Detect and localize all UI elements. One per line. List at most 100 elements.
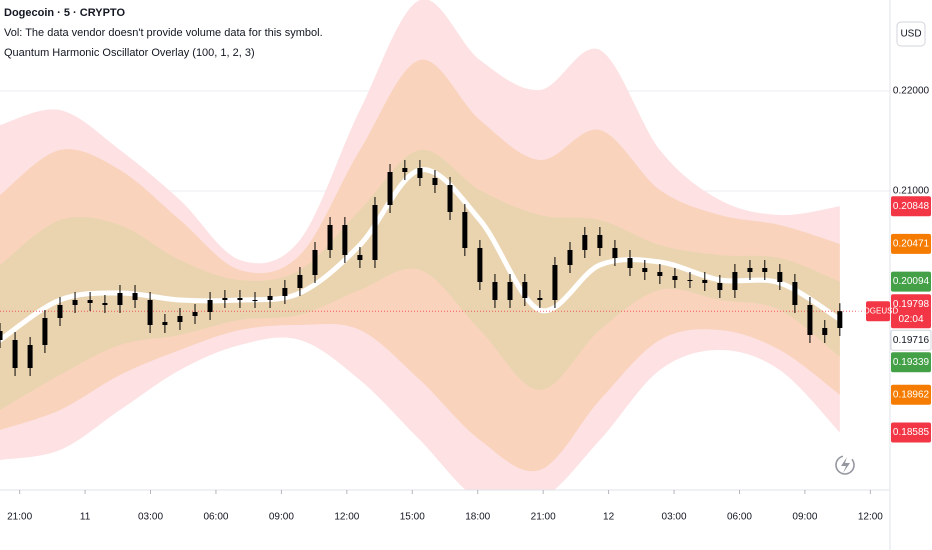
candle-body (312, 250, 318, 275)
candle-body (402, 168, 408, 172)
candle-body (57, 305, 63, 318)
candle-body (552, 265, 558, 300)
indicator-label: Quantum Harmonic Oscillator Overlay (100… (4, 47, 255, 59)
band-label-box (891, 422, 931, 443)
y-tick-label: 0.22000 (893, 86, 930, 97)
band-label-box (891, 196, 931, 217)
candle-body (342, 225, 348, 255)
candle-body (612, 248, 618, 258)
candle-body (672, 276, 678, 280)
candle-body (297, 275, 303, 288)
y-tick-label: 0.21000 (893, 186, 930, 197)
currency-label[interactable]: USD (900, 29, 921, 40)
candle-body (702, 280, 708, 283)
band-label: 0.18585 (893, 427, 930, 438)
candle-body (582, 235, 588, 250)
chart-subtitle: Vol: The data vendor doesn't provide vol… (4, 27, 323, 39)
candle-body (717, 283, 723, 290)
candle-body (747, 268, 753, 272)
candle-body (177, 316, 183, 322)
candle-body (492, 282, 498, 300)
x-tick-label: 21:00 (7, 512, 32, 523)
candle-body (102, 303, 108, 305)
band-label-box (891, 384, 931, 405)
candle-body (12, 340, 18, 368)
band-label-box (891, 352, 931, 373)
candle-body (687, 280, 693, 281)
x-tick-label: 03:00 (138, 512, 163, 523)
x-tick-label: 12:00 (858, 512, 883, 523)
band-label-box (891, 271, 931, 292)
candle-body (792, 282, 798, 305)
candle-body (567, 250, 573, 265)
candle-body (357, 255, 363, 260)
candle-body (597, 235, 603, 248)
logo-ring (835, 455, 855, 475)
price-label-box (891, 294, 931, 329)
candle-body (537, 298, 543, 300)
candle-body (522, 282, 528, 298)
candle-body (762, 268, 768, 272)
candle-body (147, 300, 153, 325)
x-tick-label: 03:00 (662, 512, 687, 523)
band-fill (0, 149, 840, 411)
plot-area (0, 0, 890, 490)
candle-body (777, 272, 783, 282)
symbol-label-box (866, 301, 890, 322)
price-label: 0.19798 (893, 299, 930, 310)
symbol-label: DOGEUSD (858, 306, 899, 315)
x-tick-label: 09:00 (792, 512, 817, 523)
candle-body (327, 225, 333, 250)
candle-body (192, 312, 198, 316)
candle-body (477, 248, 483, 282)
x-tick-label: 18:00 (465, 512, 490, 523)
logo-bolt (841, 457, 850, 473)
x-tick-label: 21:00 (531, 512, 556, 523)
x-tick-label: 06:00 (727, 512, 752, 523)
x-tick-label: 12 (603, 512, 615, 523)
band-label: 0.18962 (893, 389, 930, 400)
candle-body (42, 318, 48, 345)
band-label: 0.20094 (893, 276, 930, 287)
candle-body (642, 268, 648, 272)
currency-box[interactable] (896, 21, 926, 47)
candle-body (252, 300, 258, 301)
candle-body (267, 296, 273, 300)
band-label: 0.20848 (893, 201, 930, 212)
band-label: 0.19339 (893, 357, 930, 368)
candle-body (807, 305, 813, 335)
candle-body (237, 298, 243, 300)
candle-body (207, 300, 213, 312)
x-tick-label: 06:00 (203, 512, 228, 523)
x-tick-label: 15:00 (400, 512, 425, 523)
band-label-box (890, 329, 932, 351)
candle-body (462, 212, 468, 248)
candle-body (87, 300, 93, 303)
band-label: 0.20471 (893, 239, 930, 250)
candle-body (627, 258, 633, 268)
band-label-box (891, 233, 931, 254)
chart-title: Dogecoin · 5 · CRYPTO (4, 7, 125, 19)
candle-body (732, 272, 738, 290)
candle-body (387, 172, 393, 205)
candle-body (222, 298, 228, 300)
candle-body (657, 272, 663, 276)
candle-body (417, 168, 423, 178)
candle-body (372, 205, 378, 260)
candle-body (132, 293, 138, 300)
candle-body (162, 322, 168, 325)
countdown-label: 02:04 (898, 314, 923, 325)
axes: 0.22000 0.21000 21:00 11 03:00 06:00 09:00 12:0… (7, 86, 932, 523)
candle-body (117, 293, 123, 305)
candle-body (447, 185, 453, 212)
candle-body (432, 178, 438, 185)
logo (835, 455, 855, 475)
candle-body (27, 345, 33, 368)
candle-body (282, 288, 288, 296)
x-tick-label: 12:00 (334, 512, 359, 523)
x-tick-label: 11 (80, 512, 91, 523)
candle-body (837, 311, 843, 328)
candle-body (822, 328, 828, 335)
